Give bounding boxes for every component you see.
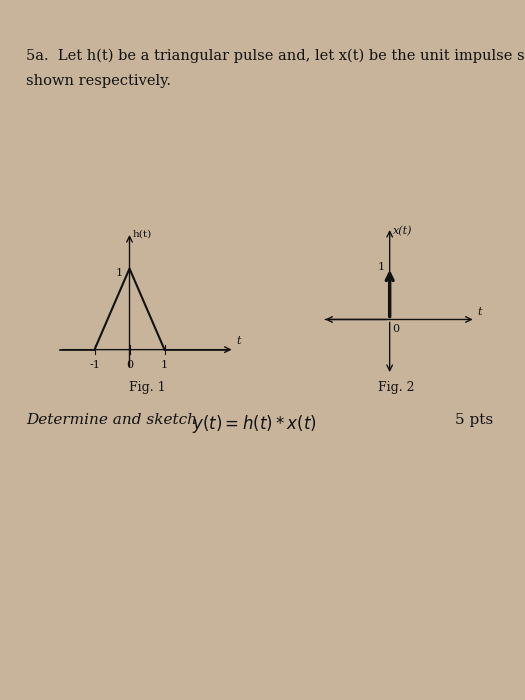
- Text: t: t: [477, 307, 482, 317]
- Text: t: t: [236, 337, 241, 346]
- Text: Fig. 2: Fig. 2: [378, 382, 415, 395]
- Text: Determine and sketch: Determine and sketch: [26, 413, 202, 427]
- Text: -1: -1: [89, 360, 100, 370]
- Text: shown respectively.: shown respectively.: [26, 74, 171, 88]
- Text: 1: 1: [116, 267, 123, 278]
- Text: x(t): x(t): [393, 226, 413, 236]
- Text: 5 pts: 5 pts: [455, 413, 494, 427]
- Text: 0: 0: [126, 360, 133, 370]
- Text: 1: 1: [161, 360, 168, 370]
- Text: h(t): h(t): [132, 230, 152, 239]
- Text: $y(t) = h(t) * x(t)$: $y(t) = h(t) * x(t)$: [192, 413, 317, 435]
- Text: 1: 1: [378, 262, 385, 272]
- Text: 5a.  Let h(t) be a triangular pulse and, let x(t) be the unit impulse signal: 5a. Let h(t) be a triangular pulse and, …: [26, 49, 525, 64]
- Text: 0: 0: [392, 324, 400, 335]
- Text: Fig. 1: Fig. 1: [129, 382, 165, 395]
